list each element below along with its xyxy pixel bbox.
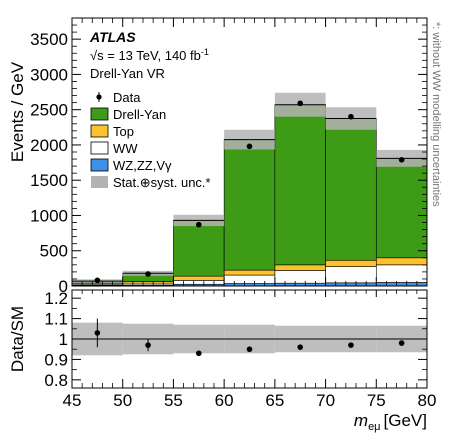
x-tick-label: 70 [316, 391, 335, 410]
ratio-y-tick-label: 0.8 [44, 371, 68, 390]
ratio-point-7 [398, 340, 405, 346]
main-y-tick-label: 3000 [30, 65, 68, 84]
data-points [94, 100, 405, 284]
bar-drell-yan-bin-5 [274, 104, 326, 266]
main-y-tick-label: 1000 [30, 206, 68, 225]
x-tick-label: 60 [215, 391, 234, 410]
data-point-5 [297, 100, 304, 107]
bar-ww-bin-5 [274, 270, 326, 284]
legend-entry-diboson: WZ,ZZ,Vγ [90, 158, 172, 173]
main-y-tick-label: 2000 [30, 136, 68, 155]
main-y-tick-label: 3500 [30, 30, 68, 49]
legend-entry-uncertainty: Stat.⊕syst. unc.* [91, 175, 211, 190]
ratio-y-axis-label: Data/SM [8, 306, 27, 372]
main-y-tick-label: 500 [40, 242, 68, 261]
legend-entry-ww: WW [90, 141, 138, 156]
legend-entry-top: Top [90, 124, 134, 139]
bar-top-bin-5 [274, 264, 326, 271]
ratio-panel: 0.8 0.911.1 1.2 45 50 55 60 65 70 75 80 Data/SM m… [8, 289, 436, 433]
legend-entry-drell-yan: Drell-Yan [90, 107, 166, 122]
ratio-point-6 [348, 342, 354, 348]
svg-text:Data: Data [113, 90, 141, 105]
main-y-ticks: 0 500 1000 1500 2000 2500 3000 3500 [30, 24, 427, 296]
x-tick-label: 65 [265, 391, 284, 410]
bar-top-bin-7 [375, 257, 428, 266]
ratio-y-tick-label: 1 [59, 330, 68, 349]
x-tick-label: 80 [418, 391, 437, 410]
x-tick-label: 45 [63, 391, 82, 410]
bar-ww-bin-7 [375, 264, 428, 283]
ratio-y-tick-label: 1.1 [44, 310, 68, 329]
ratio-point-3 [195, 350, 202, 357]
ratio-point-2 [145, 342, 151, 348]
ratio-y-ticks: 0.8 0.911.1 1.2 [44, 289, 427, 390]
svg-text:Stat.⊕syst. unc.*: Stat.⊕syst. unc.* [113, 175, 211, 190]
x-tick-label: 55 [164, 391, 183, 410]
data-point-2 [145, 271, 151, 277]
main-y-tick-label: 2500 [30, 101, 68, 120]
main-y-axis-label: Events / GeV [8, 61, 27, 162]
legend: Data Drell-Yan Top WW WZ,ZZ,Vγ Stat.⊕sys… [90, 90, 211, 190]
region-label: Drell-Yan VR [90, 66, 165, 81]
main-panel: 0 500 1000 1500 2000 2500 3000 3500 Events / Ge… [8, 17, 442, 296]
data-point-6 [348, 113, 354, 120]
svg-text:Top: Top [113, 124, 134, 139]
stacked-histogram [71, 104, 428, 287]
bar-drell-yan-bin-7 [375, 158, 428, 259]
x-tick-label: 50 [113, 391, 132, 410]
svg-text:WW: WW [113, 141, 138, 156]
bar-drell-yan-bin-3 [173, 220, 225, 277]
ratio-point-1 [94, 330, 101, 336]
main-y-tick-label: 0 [59, 277, 68, 296]
side-note: *: without WW modelling uncertainties [430, 22, 442, 207]
bar-top-bin-6 [325, 259, 377, 267]
experiment-label: ATLAS [89, 29, 136, 45]
svg-text:Drell-Yan: Drell-Yan [113, 107, 166, 122]
data-point-7 [398, 156, 405, 163]
bar-diboson-bin-7 [375, 282, 428, 287]
bar-top-bin-4 [223, 269, 276, 276]
ratio-point-4 [246, 346, 253, 353]
ratio-y-tick-label: 1.2 [44, 289, 68, 308]
main-x-ticks [71, 18, 428, 286]
main-y-tick-label: 1500 [30, 171, 68, 190]
bar-drell-yan-bin-6 [325, 118, 377, 261]
ratio-point-5 [297, 344, 304, 350]
legend-entry-data: Data [96, 90, 141, 105]
bar-drell-yan-bin-4 [223, 139, 276, 271]
data-point-4 [246, 143, 253, 150]
ratio-x-ticks: 45 50 55 60 65 70 75 80 [63, 290, 437, 410]
bar-ww-bin-6 [325, 266, 377, 284]
bar-ww-bin-4 [223, 274, 276, 284]
data-point-1 [94, 277, 101, 284]
bar-top-bin-3 [173, 275, 225, 281]
x-axis-label: meμ [GeV] [354, 411, 427, 433]
x-tick-label: 75 [367, 391, 386, 410]
ratio-points [94, 318, 405, 357]
energy-lumi-label: √s = 13 TeV, 140 fb-1 [90, 47, 209, 63]
data-point-3 [195, 221, 202, 228]
bar-ww-bin-3 [173, 280, 225, 285]
svg-text:WZ,ZZ,Vγ: WZ,ZZ,Vγ [113, 158, 172, 173]
ratio-y-tick-label: 0.9 [44, 350, 68, 369]
